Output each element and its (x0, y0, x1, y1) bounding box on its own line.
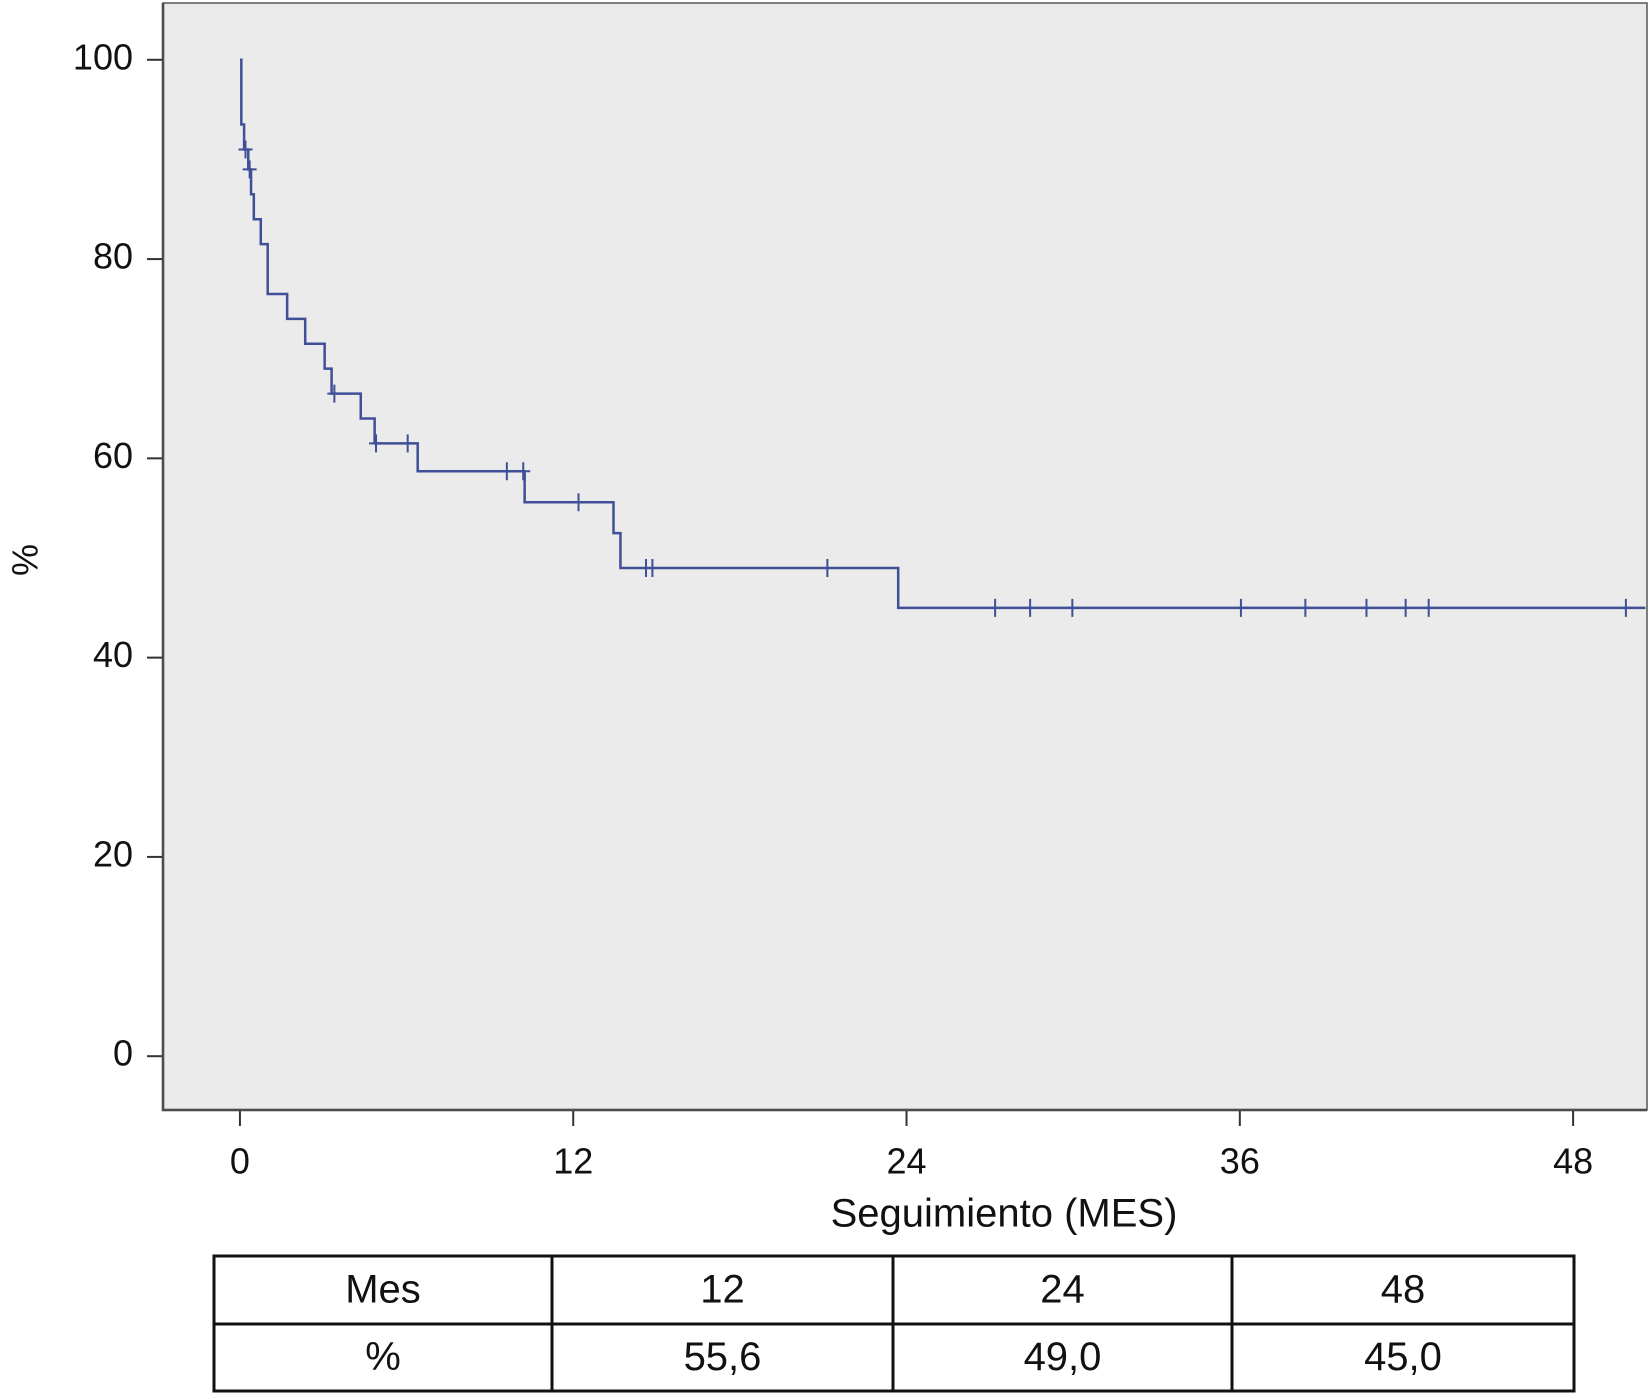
censor-mark (1023, 598, 1038, 617)
table-cell: 45,0 (1364, 1335, 1442, 1379)
x-tick-label: 48 (1553, 1141, 1593, 1182)
table-cell: 48 (1381, 1268, 1426, 1312)
x-tick-label: 24 (887, 1141, 927, 1182)
censor-mark (571, 493, 586, 512)
x-tick-label: 36 (1220, 1141, 1260, 1182)
censor-mark (516, 462, 531, 481)
y-tick-label: 80 (93, 236, 133, 277)
censor-mark (645, 558, 660, 577)
table-cell: 55,6 (684, 1335, 762, 1379)
censor-mark (1618, 598, 1633, 617)
censor-mark (499, 462, 514, 481)
y-tick-label: 0 (113, 1033, 133, 1074)
table-cell: % (365, 1335, 401, 1379)
censor-mark (1233, 598, 1248, 617)
y-tick-label: 40 (93, 634, 133, 675)
x-tick-label: 12 (553, 1141, 593, 1182)
x-axis-label: Seguimiento (MES) (831, 1192, 1178, 1236)
y-tick-label: 20 (93, 833, 133, 874)
censor-mark (1359, 598, 1374, 617)
censor-mark (369, 434, 384, 453)
table-cell: Mes (345, 1268, 421, 1312)
table-cell: 49,0 (1024, 1335, 1102, 1379)
censor-mark (238, 140, 253, 159)
censor-mark (1065, 598, 1080, 617)
censor-mark (1398, 598, 1413, 617)
censor-mark (400, 434, 415, 453)
y-axis-label: % (5, 544, 46, 576)
plot-border (162, 2, 1648, 1111)
y-tick-label: 100 (73, 36, 133, 77)
y-tick-label: 60 (93, 435, 133, 476)
censor-mark (820, 558, 835, 577)
plot-area (163, 3, 1647, 1110)
x-tick-label: 0 (230, 1141, 250, 1182)
censor-mark (327, 384, 342, 403)
table-cell: 24 (1040, 1268, 1085, 1312)
table-cell: 12 (700, 1268, 745, 1312)
censor-mark (242, 160, 257, 179)
censor-mark (988, 598, 1003, 617)
censor-mark (1298, 598, 1313, 617)
censor-mark (1421, 598, 1436, 617)
